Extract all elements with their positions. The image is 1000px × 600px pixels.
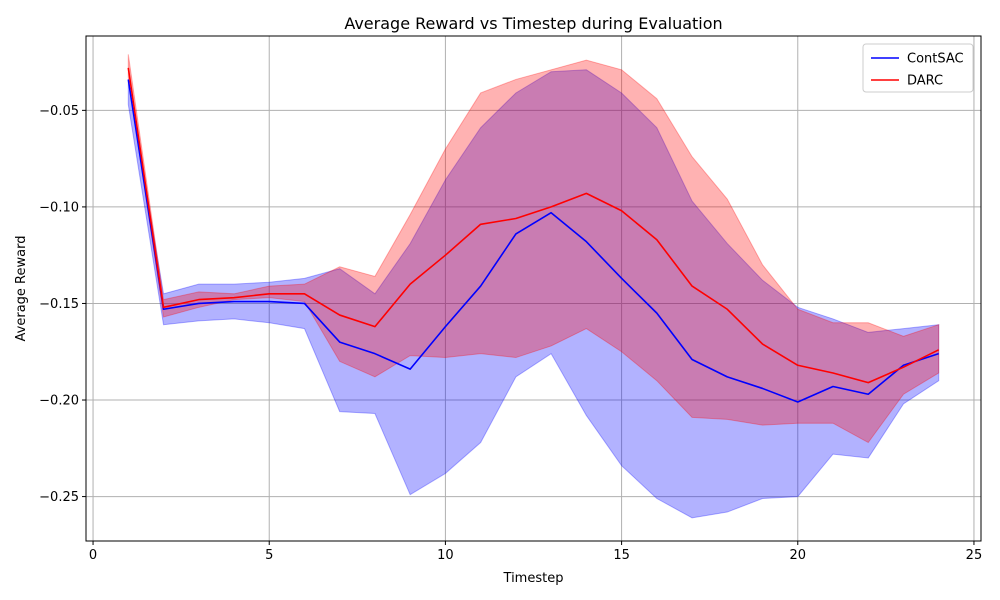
- x-tick-label: 20: [789, 548, 806, 563]
- y-axis-label: Average Reward: [14, 236, 29, 342]
- legend: ContSAC DARC: [862, 43, 974, 93]
- x-axis: 0 5 10 15 20 25: [89, 541, 982, 563]
- legend-label-contsac: ContSAC: [907, 52, 964, 67]
- y-tick-label: −0.25: [39, 490, 79, 505]
- x-tick-label: 15: [613, 548, 630, 563]
- x-tick-label: 10: [437, 548, 454, 563]
- plot-frame: [85, 35, 982, 542]
- series-lines: [127, 67, 940, 403]
- x-axis-label: Timestep: [503, 571, 564, 586]
- x-tick-label: 25: [966, 548, 983, 563]
- confidence-bands: [127, 54, 940, 519]
- y-tick-label: −0.10: [39, 200, 79, 215]
- legend-label-darc: DARC: [907, 74, 943, 89]
- darc-line: [127, 67, 940, 384]
- contsac-line: [127, 79, 939, 403]
- y-tick-label: −0.20: [39, 394, 79, 409]
- y-axis: −0.25 −0.20 −0.15 −0.10 −0.05: [39, 104, 86, 505]
- darc-band: [127, 54, 940, 444]
- chart-title: Average Reward vs Timestep during Evalua…: [344, 14, 722, 33]
- x-tick-label: 0: [89, 548, 97, 563]
- y-tick-label: −0.15: [39, 297, 79, 312]
- y-tick-label: −0.05: [39, 104, 79, 119]
- x-tick-label: 5: [265, 548, 273, 563]
- grid: [86, 36, 981, 541]
- contsac-band: [127, 69, 940, 519]
